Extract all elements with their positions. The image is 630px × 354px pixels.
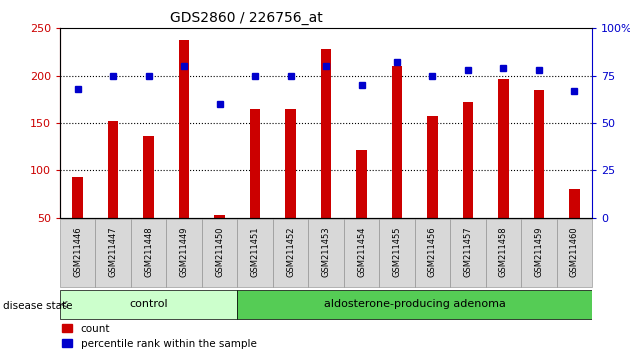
Text: GSM211455: GSM211455 bbox=[392, 227, 401, 277]
Bar bbox=[143, 136, 154, 218]
Text: GSM211459: GSM211459 bbox=[534, 227, 544, 277]
Bar bbox=[108, 121, 118, 218]
Bar bbox=[569, 189, 580, 218]
Text: control: control bbox=[129, 299, 168, 309]
Bar bbox=[462, 102, 473, 218]
Text: GSM211458: GSM211458 bbox=[499, 226, 508, 277]
Bar bbox=[534, 90, 544, 218]
Bar bbox=[427, 116, 438, 218]
FancyBboxPatch shape bbox=[273, 219, 308, 287]
Bar bbox=[356, 149, 367, 218]
FancyBboxPatch shape bbox=[60, 290, 238, 319]
Bar bbox=[498, 79, 509, 218]
FancyBboxPatch shape bbox=[521, 219, 557, 287]
Bar bbox=[321, 49, 331, 218]
FancyBboxPatch shape bbox=[379, 219, 415, 287]
Text: GSM211447: GSM211447 bbox=[108, 226, 118, 277]
FancyBboxPatch shape bbox=[238, 290, 592, 319]
FancyBboxPatch shape bbox=[557, 219, 592, 287]
FancyBboxPatch shape bbox=[308, 219, 344, 287]
Text: GSM211454: GSM211454 bbox=[357, 227, 366, 277]
FancyBboxPatch shape bbox=[415, 219, 450, 287]
Text: GSM211452: GSM211452 bbox=[286, 227, 295, 277]
Text: GSM211450: GSM211450 bbox=[215, 227, 224, 277]
Text: GSM211446: GSM211446 bbox=[73, 226, 82, 277]
FancyBboxPatch shape bbox=[486, 219, 521, 287]
Bar bbox=[72, 177, 83, 218]
Text: GSM211456: GSM211456 bbox=[428, 226, 437, 277]
Text: GDS2860 / 226756_at: GDS2860 / 226756_at bbox=[170, 11, 323, 25]
Text: aldosterone-producing adenoma: aldosterone-producing adenoma bbox=[324, 299, 506, 309]
FancyBboxPatch shape bbox=[166, 219, 202, 287]
Text: GSM211457: GSM211457 bbox=[464, 226, 472, 277]
Text: disease state: disease state bbox=[3, 301, 72, 311]
FancyBboxPatch shape bbox=[202, 219, 238, 287]
FancyBboxPatch shape bbox=[95, 219, 131, 287]
Text: GSM211460: GSM211460 bbox=[570, 226, 579, 277]
Bar bbox=[392, 66, 403, 218]
Text: GSM211449: GSM211449 bbox=[180, 227, 188, 277]
Text: GSM211448: GSM211448 bbox=[144, 226, 153, 277]
Bar bbox=[285, 109, 296, 218]
FancyBboxPatch shape bbox=[238, 219, 273, 287]
Bar bbox=[214, 215, 225, 218]
Text: GSM211451: GSM211451 bbox=[251, 227, 260, 277]
Text: GSM211453: GSM211453 bbox=[321, 226, 331, 277]
FancyBboxPatch shape bbox=[344, 219, 379, 287]
FancyBboxPatch shape bbox=[450, 219, 486, 287]
Bar bbox=[249, 109, 260, 218]
FancyBboxPatch shape bbox=[60, 219, 95, 287]
Legend: count, percentile rank within the sample: count, percentile rank within the sample bbox=[62, 324, 256, 349]
FancyBboxPatch shape bbox=[131, 219, 166, 287]
Bar bbox=[179, 40, 190, 218]
